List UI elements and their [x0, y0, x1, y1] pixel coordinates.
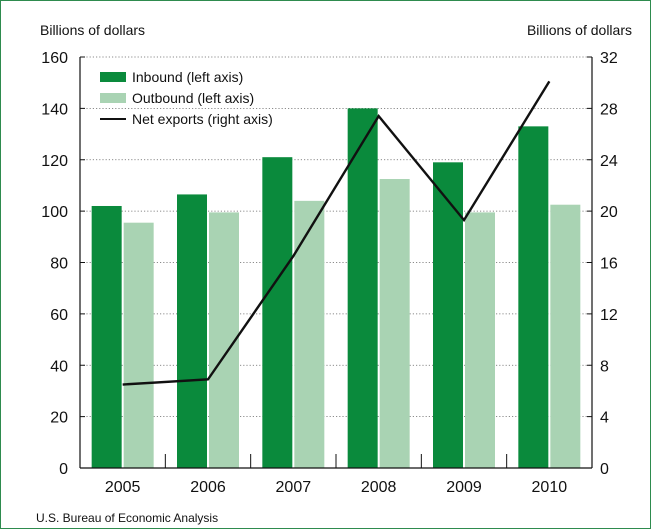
- bar-inbound-2007: [262, 157, 293, 468]
- bar-outbound-2008: [379, 179, 410, 468]
- tick-label-right-12: 12: [600, 307, 618, 324]
- tick-label-right-24: 24: [600, 153, 618, 170]
- tick-label-right-4: 4: [600, 410, 609, 427]
- tick-label-x-2008: 2008: [361, 479, 397, 496]
- y-axis-left-title: Billions of dollars: [40, 22, 145, 38]
- legend-label-outbound: Outbound (left axis): [132, 90, 254, 106]
- tick-label-x-2006: 2006: [190, 479, 226, 496]
- tick-label-x-2010: 2010: [532, 479, 568, 496]
- tick-label-right-8: 8: [600, 358, 609, 375]
- tick-label-left-140: 140: [41, 101, 68, 118]
- bar-inbound-2005: [91, 205, 122, 469]
- bar-inbound-2008: [347, 108, 378, 468]
- bar-outbound-2005: [123, 222, 154, 468]
- bars: [91, 108, 581, 469]
- y-axis-right-ticks: 0 4 8 12 16 20 24 28 32: [587, 50, 618, 478]
- bar-inbound-2009: [433, 162, 463, 468]
- tick-label-left-80: 80: [50, 256, 68, 273]
- tick-label-right-20: 20: [600, 204, 618, 221]
- bar-inbound-2010: [518, 126, 549, 468]
- tick-label-right-16: 16: [600, 256, 618, 273]
- tick-label-x-2009: 2009: [446, 479, 482, 496]
- tick-label-right-28: 28: [600, 101, 618, 118]
- tick-label-left-40: 40: [50, 358, 68, 375]
- legend-label-inbound: Inbound (left axis): [132, 69, 243, 85]
- tick-label-left-160: 160: [41, 50, 68, 67]
- tick-label-x-2007: 2007: [276, 479, 312, 496]
- bar-outbound-2007: [294, 200, 325, 468]
- bar-inbound-2006: [177, 194, 207, 468]
- tick-label-right-32: 32: [600, 50, 618, 67]
- legend: Inbound (left axis) Outbound (left axis) N…: [100, 69, 273, 127]
- legend-label-net-exports: Net exports (right axis): [132, 111, 273, 127]
- legend-swatch-inbound: [100, 72, 126, 82]
- tick-label-left-60: 60: [50, 307, 68, 324]
- bar-outbound-2010: [550, 204, 581, 468]
- tick-label-left-20: 20: [50, 410, 68, 427]
- tick-label-x-2005: 2005: [105, 479, 141, 496]
- tick-label-right-0: 0: [600, 461, 609, 478]
- source-note: U.S. Bureau of Economic Analysis: [36, 511, 218, 525]
- net-exports-line: [122, 80, 551, 386]
- x-axis-ticks: 2005 2006 2007 2008 2009 2010: [105, 454, 567, 496]
- bar-outbound-2009: [465, 212, 495, 468]
- line-net-exports: [122, 80, 551, 386]
- tick-label-left-0: 0: [59, 461, 68, 478]
- legend-swatch-outbound: [100, 93, 126, 103]
- y-axis-right-title: Billions of dollars: [527, 22, 632, 38]
- tick-label-left-120: 120: [41, 153, 68, 170]
- tick-label-left-100: 100: [41, 204, 68, 221]
- y-axis-left-ticks: 0 20 40 60 80 100 120 140 160: [41, 50, 85, 478]
- grid-lines: [80, 56, 592, 418]
